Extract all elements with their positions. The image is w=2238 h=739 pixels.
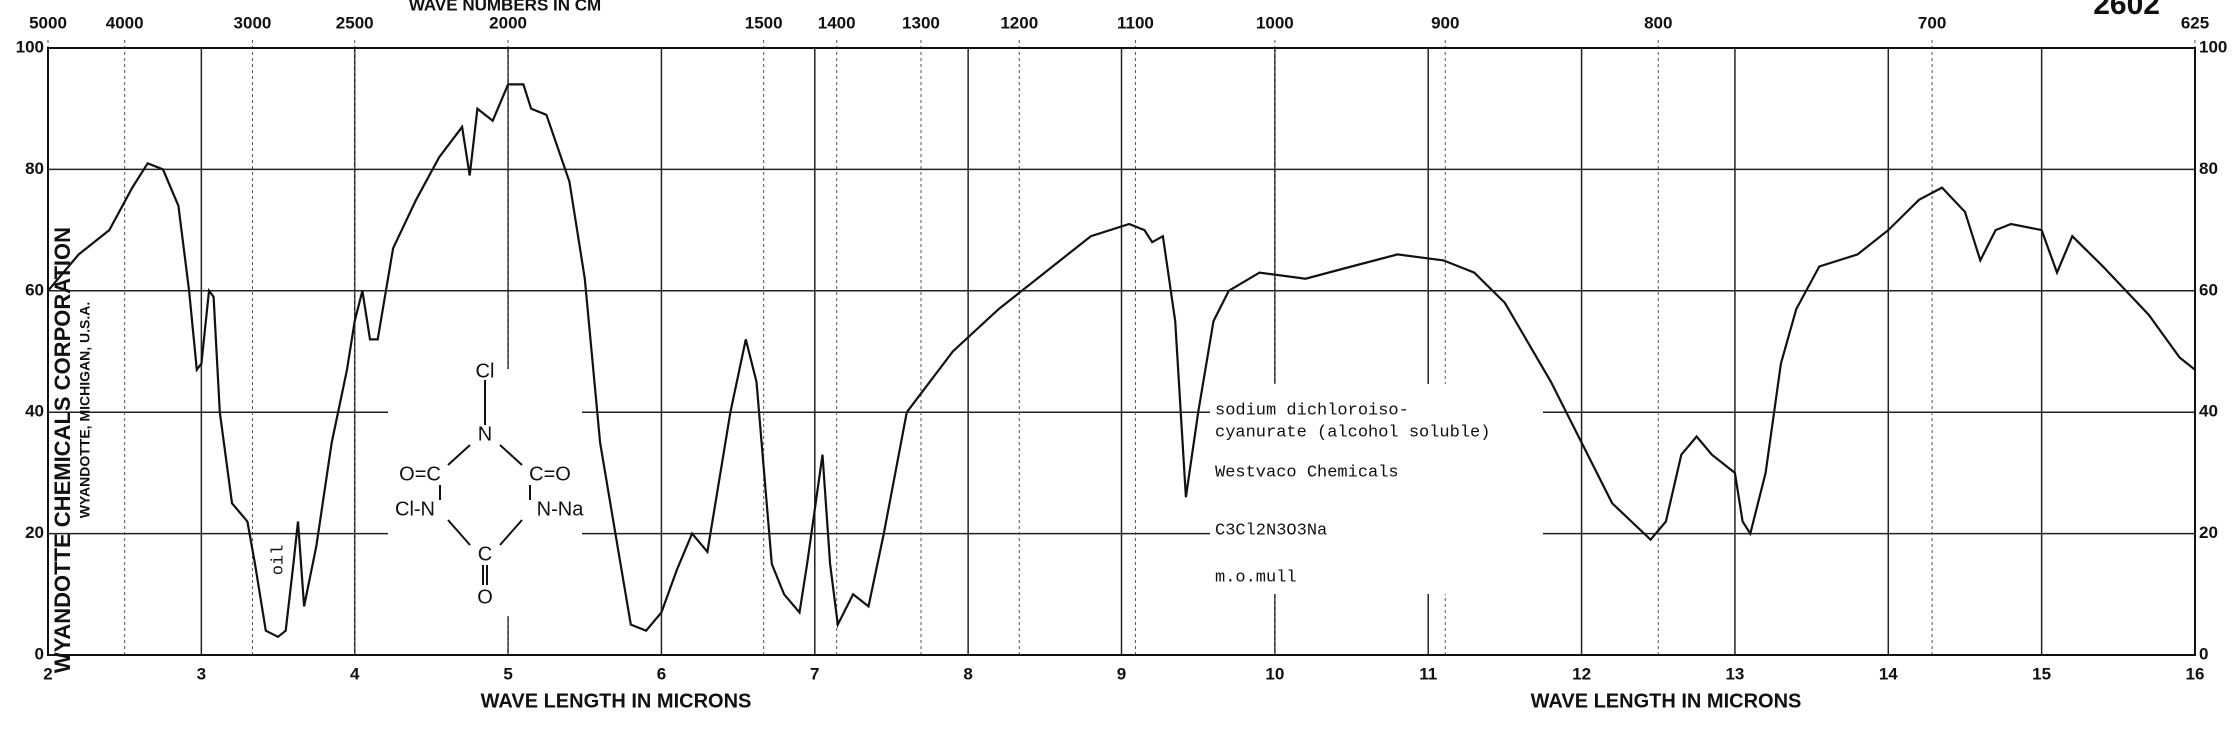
structure: Cl N O=C C=O Cl-N N-Na CO xyxy=(395,360,584,608)
x-tick-label: 7 xyxy=(810,664,819,683)
sample-box xyxy=(1210,384,1543,594)
x-tick-label: 16 xyxy=(2186,664,2205,683)
y-tick-label: 100 xyxy=(16,37,44,56)
atom-label: O xyxy=(477,586,493,608)
atom-label: C=O xyxy=(529,463,571,485)
top-tick-label: 4000 xyxy=(106,13,144,32)
top-tick-label: 1200 xyxy=(1000,13,1038,32)
sample-line: m.o.mull xyxy=(1215,568,1297,587)
y-tick-label-right: 60 xyxy=(2199,280,2218,299)
y-tick-label: 60 xyxy=(25,280,44,299)
x-tick-label: 9 xyxy=(1117,664,1126,683)
y-tick-label-right: 20 xyxy=(2199,523,2218,542)
top-tick-label: 1400 xyxy=(818,13,856,32)
x-tick-label: 3 xyxy=(197,664,206,683)
top-tick-label: 700 xyxy=(1918,13,1946,32)
top-tick-label: 800 xyxy=(1644,13,1672,32)
top-tick-label: 2500 xyxy=(336,13,374,32)
x-tick-label: 5 xyxy=(503,664,512,683)
company: WYANDOTTE CHEMICALS CORPORATION xyxy=(50,227,75,673)
plot-frame xyxy=(47,47,2196,656)
top-tick-label: 625 xyxy=(2181,13,2209,32)
top-tick-label: 1300 xyxy=(902,13,940,32)
top-tick-label: 900 xyxy=(1431,13,1459,32)
structure-bonds xyxy=(439,380,531,585)
top-tick-label: 1000 xyxy=(1256,13,1294,32)
sample-info: sodium dichloroiso-cyanurate (alcohol so… xyxy=(1215,401,1490,587)
x-axis-title: WAVE LENGTH IN MICRONS xyxy=(481,690,752,712)
y-tick-label: 80 xyxy=(25,159,44,178)
y-tick-label: 0 xyxy=(35,644,44,663)
top-tick-label: 5000 xyxy=(29,13,67,32)
atom-label: N-Na xyxy=(537,498,585,520)
x-tick-label: 8 xyxy=(963,664,972,683)
x-tick-label: 14 xyxy=(1879,664,1898,683)
sample-line: Westvaco Chemicals xyxy=(1215,463,1399,482)
top-tick-label: 2000 xyxy=(489,13,527,32)
top-axis-title: WAVE NUMBERS IN CM xyxy=(409,0,601,14)
structure-box xyxy=(388,369,582,616)
x-axis-title: WAVE LENGTH IN MICRONS xyxy=(1531,690,1802,712)
atom-label: C xyxy=(478,543,492,565)
x-tick-label: 2 xyxy=(43,664,52,683)
x-tick-label: 6 xyxy=(657,664,666,683)
x-tick-label: 15 xyxy=(2032,664,2051,683)
y-tick-label: 20 xyxy=(25,523,44,542)
top-tick-label: 3000 xyxy=(234,13,272,32)
y-tick-label-right: 100 xyxy=(2199,37,2227,56)
x-tick-label: 12 xyxy=(1572,664,1591,683)
y-tick-label-right: 80 xyxy=(2199,159,2218,178)
y-tick-label-right: 0 xyxy=(2199,644,2208,663)
x-tick-label: 11 xyxy=(1419,664,1437,683)
corner-number: 2602 xyxy=(2093,0,2160,21)
company-address: WYANDOTTE, MICHIGAN, U.S.A. xyxy=(77,302,93,519)
x-tick-label: 10 xyxy=(1265,664,1284,683)
atom-label: O=C xyxy=(399,463,441,485)
sample-line: sodium dichloroiso- xyxy=(1215,401,1409,420)
atom-label: N xyxy=(478,423,492,445)
top-tick-label: 1100 xyxy=(1117,13,1154,32)
spectrum-line xyxy=(47,83,2196,639)
annotation: oil xyxy=(269,545,288,576)
y-tick-label-right: 40 xyxy=(2199,402,2218,421)
x-tick-label: 13 xyxy=(1725,664,1744,683)
atom-label: Cl xyxy=(476,360,495,382)
sample-line: C3Cl2N3O3Na xyxy=(1215,521,1327,540)
atom-label: Cl-N xyxy=(395,498,435,520)
x-tick-label: 4 xyxy=(350,664,360,683)
sample-line: cyanurate (alcohol soluble) xyxy=(1215,423,1490,442)
top-tick-label: 1500 xyxy=(745,13,783,32)
y-tick-label: 40 xyxy=(25,402,44,421)
